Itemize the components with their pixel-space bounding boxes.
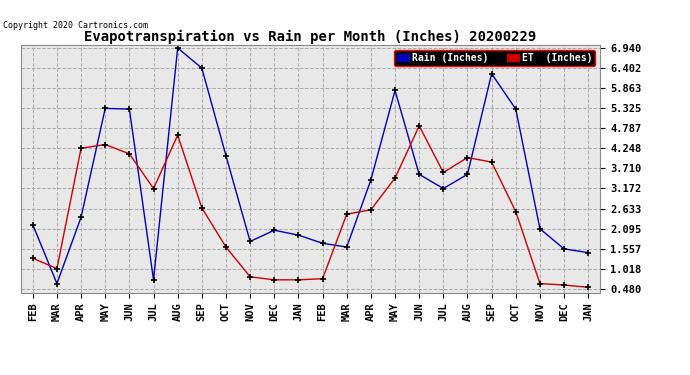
Legend: Rain (Inches), ET  (Inches): Rain (Inches), ET (Inches) [394,50,595,66]
Title: Evapotranspiration vs Rain per Month (Inches) 20200229: Evapotranspiration vs Rain per Month (In… [84,30,537,44]
Text: Copyright 2020 Cartronics.com: Copyright 2020 Cartronics.com [3,21,148,30]
